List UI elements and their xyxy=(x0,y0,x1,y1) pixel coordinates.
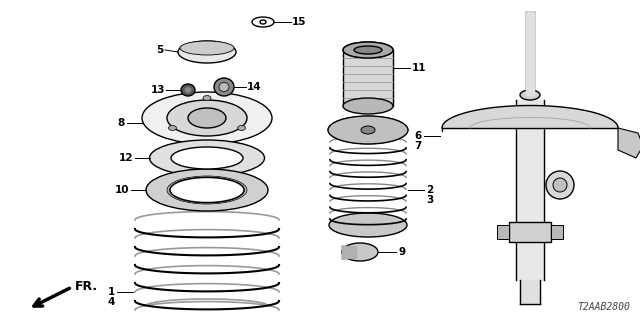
Ellipse shape xyxy=(171,147,243,169)
Text: 9: 9 xyxy=(398,247,405,257)
Text: 15: 15 xyxy=(292,17,307,27)
Ellipse shape xyxy=(343,42,393,58)
Polygon shape xyxy=(509,222,551,242)
Ellipse shape xyxy=(170,178,244,203)
Text: 13: 13 xyxy=(150,85,165,95)
Text: 11: 11 xyxy=(412,63,426,73)
Polygon shape xyxy=(618,128,640,158)
Ellipse shape xyxy=(343,98,393,114)
Ellipse shape xyxy=(520,90,540,100)
Polygon shape xyxy=(343,50,393,106)
Ellipse shape xyxy=(214,78,234,96)
Ellipse shape xyxy=(184,87,191,93)
Ellipse shape xyxy=(361,126,375,134)
Ellipse shape xyxy=(553,178,567,192)
Ellipse shape xyxy=(343,42,393,58)
Text: 7: 7 xyxy=(415,141,422,151)
Ellipse shape xyxy=(203,96,211,100)
Ellipse shape xyxy=(181,84,195,96)
Text: 6: 6 xyxy=(415,131,422,141)
Ellipse shape xyxy=(328,116,408,144)
Text: 10: 10 xyxy=(115,185,129,195)
Ellipse shape xyxy=(342,243,378,261)
Text: 8: 8 xyxy=(118,118,125,128)
Polygon shape xyxy=(497,225,509,239)
Polygon shape xyxy=(551,225,563,239)
Ellipse shape xyxy=(354,46,382,54)
Text: FR.: FR. xyxy=(75,281,98,293)
Ellipse shape xyxy=(328,116,408,144)
Ellipse shape xyxy=(178,41,236,63)
Ellipse shape xyxy=(252,17,274,27)
Ellipse shape xyxy=(170,178,244,203)
Polygon shape xyxy=(520,280,540,304)
Ellipse shape xyxy=(237,125,246,131)
Ellipse shape xyxy=(219,83,229,92)
Text: 12: 12 xyxy=(118,153,133,163)
Ellipse shape xyxy=(329,213,407,237)
Ellipse shape xyxy=(167,176,247,204)
Polygon shape xyxy=(342,246,356,258)
Ellipse shape xyxy=(260,20,266,24)
Ellipse shape xyxy=(142,92,272,144)
Text: 3: 3 xyxy=(426,195,433,205)
Polygon shape xyxy=(526,12,534,95)
Text: 1: 1 xyxy=(108,287,115,297)
Text: 2: 2 xyxy=(426,185,433,195)
Ellipse shape xyxy=(180,41,234,55)
Polygon shape xyxy=(516,100,544,280)
Ellipse shape xyxy=(168,125,177,131)
Ellipse shape xyxy=(150,140,264,176)
Text: 5: 5 xyxy=(156,45,163,55)
Text: 14: 14 xyxy=(247,82,262,92)
Text: T2AAB2800: T2AAB2800 xyxy=(577,302,630,312)
Ellipse shape xyxy=(188,108,226,128)
Ellipse shape xyxy=(146,169,268,211)
Ellipse shape xyxy=(546,171,574,199)
Ellipse shape xyxy=(167,100,247,136)
Text: 4: 4 xyxy=(108,297,115,307)
